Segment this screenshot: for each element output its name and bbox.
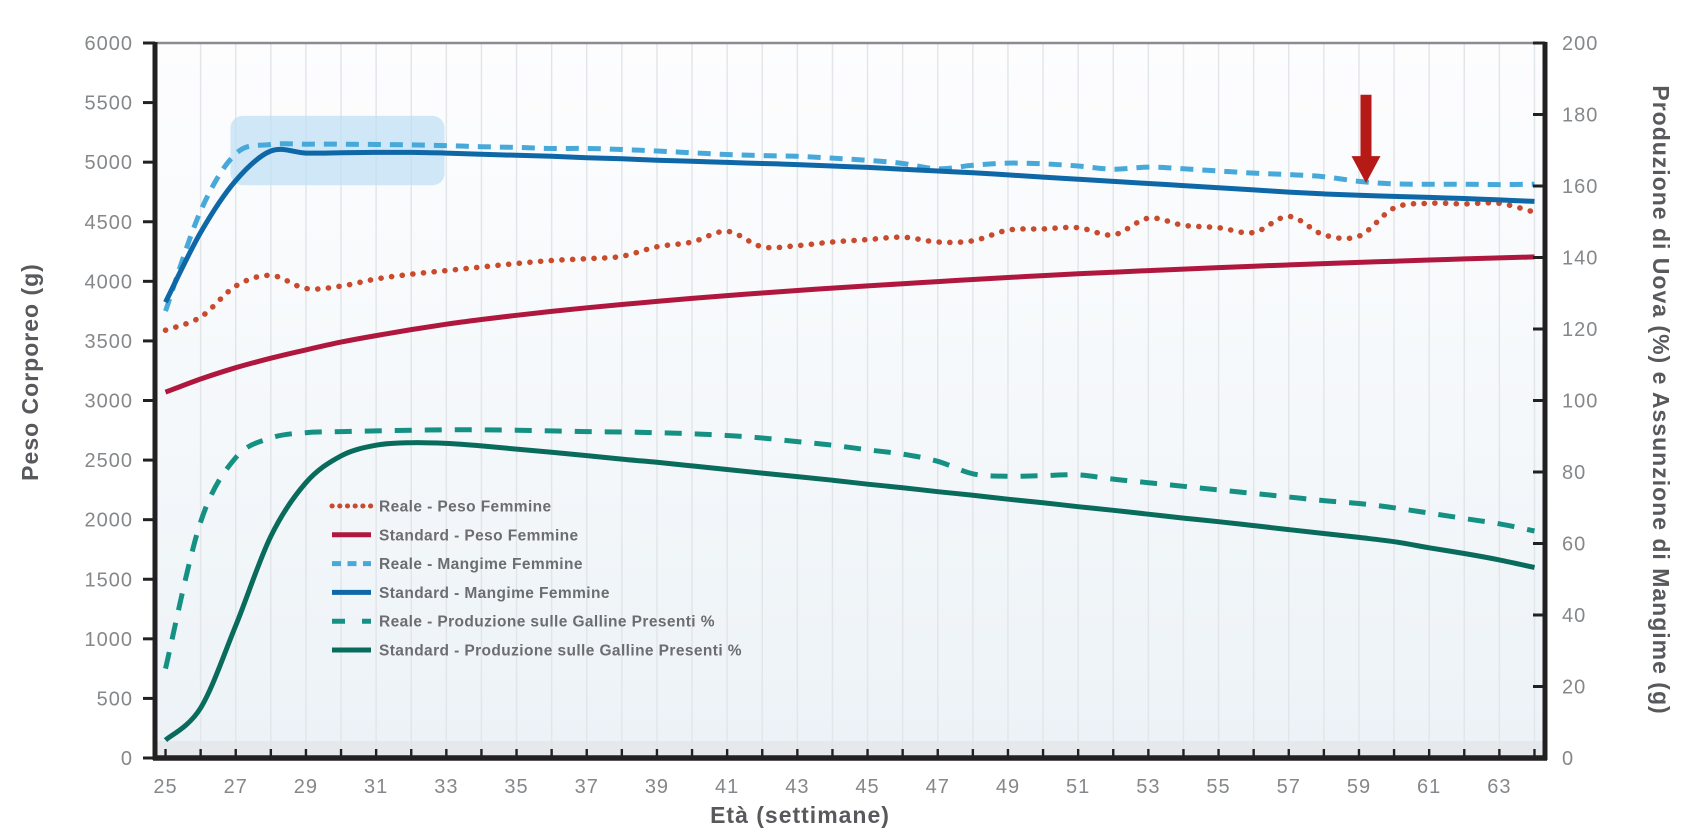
legend-label: Standard - Produzione sulle Galline Pres… <box>379 643 742 660</box>
left-axis-ticks <box>143 41 155 760</box>
left-label-5500: 5500 <box>85 93 134 115</box>
x-label-47: 47 <box>926 776 950 798</box>
legend-item-reale-produzione-sulle-galline-presenti: Reale - Produzione sulle Galline Present… <box>332 614 715 631</box>
left-axis-title: Peso Corporeo (g) <box>17 263 43 481</box>
legend-label: Standard - Mangime Femmine <box>379 585 610 602</box>
plot-bottom-band <box>155 741 1545 758</box>
right-label-0: 0 <box>1562 748 1574 770</box>
right-label-200: 200 <box>1562 33 1598 55</box>
left-label-3500: 3500 <box>85 331 134 353</box>
x-axis-title: Età (settimane) <box>710 802 890 828</box>
right-label-160: 160 <box>1562 176 1598 198</box>
right-label-100: 100 <box>1562 391 1598 413</box>
right-axis-labels: 0 20 40 60 80 100 120 140 160 180 200 <box>1562 33 1598 770</box>
left-label-4000: 4000 <box>85 271 134 293</box>
series-line-reale-mangime-femmine <box>163 141 1535 312</box>
left-axis-labels: 0 500 1000 1500 2000 2500 3000 3500 4000 4500 5000… <box>85 33 134 770</box>
legend-item-standard-mangime-femmine: Standard - Mangime Femmine <box>332 585 610 602</box>
series-line-reale-peso-femmine <box>162 200 1538 333</box>
right-label-140: 140 <box>1562 248 1598 270</box>
x-label-29: 29 <box>294 776 318 798</box>
left-label-2500: 2500 <box>85 450 134 472</box>
x-label-49: 49 <box>996 776 1020 798</box>
legend-item-reale-peso-femmine: Reale - Peso Femmine <box>329 499 552 516</box>
x-label-55: 55 <box>1206 776 1230 798</box>
left-label-6000: 6000 <box>85 33 134 55</box>
right-axis-title: Produzione di Uova (%) e Assunzione di M… <box>1648 85 1674 714</box>
x-label-33: 33 <box>434 776 458 798</box>
left-label-2000: 2000 <box>85 510 134 532</box>
x-label-37: 37 <box>575 776 599 798</box>
x-label-45: 45 <box>855 776 879 798</box>
x-label-61: 61 <box>1417 776 1441 798</box>
legend-item-standard-produzione-sulle-galline-presenti: Standard - Produzione sulle Galline Pres… <box>332 643 742 660</box>
legend-label: Standard - Peso Femmine <box>379 527 579 544</box>
series-line-standard-mangime-femmine <box>163 146 1535 304</box>
x-label-57: 57 <box>1277 776 1301 798</box>
down-arrow-annotation <box>1351 94 1381 184</box>
right-label-20: 20 <box>1562 677 1586 699</box>
legend: Reale - Peso Femmine Standard - Peso Femm… <box>329 499 742 660</box>
series-line-standard-produzione-sulle-galline-presenti <box>163 440 1536 743</box>
left-label-500: 500 <box>97 688 133 710</box>
legend-item-reale-mangime-femmine: Reale - Mangime Femmine <box>332 556 583 573</box>
legend-label: Reale - Produzione sulle Galline Present… <box>379 614 715 631</box>
x-label-31: 31 <box>364 776 388 798</box>
x-label-59: 59 <box>1347 776 1371 798</box>
x-label-51: 51 <box>1066 776 1090 798</box>
series-line-standard-peso-femmine <box>164 254 1535 395</box>
legend-label: Reale - Peso Femmine <box>379 499 552 516</box>
x-label-27: 27 <box>224 776 248 798</box>
left-label-4500: 4500 <box>85 212 134 234</box>
left-label-5000: 5000 <box>85 152 134 174</box>
x-label-35: 35 <box>504 776 528 798</box>
x-label-41: 41 <box>715 776 739 798</box>
x-label-43: 43 <box>785 776 809 798</box>
x-label-53: 53 <box>1136 776 1160 798</box>
x-label-39: 39 <box>645 776 669 798</box>
x-axis-labels: 25 27 29 31 33 35 37 39 41 43 45 47 49 51 53 55 57 59 61 63 <box>153 776 1511 798</box>
x-label-25: 25 <box>153 776 177 798</box>
right-label-120: 120 <box>1562 319 1598 341</box>
series-line-reale-produzione-sulle-galline-presenti <box>163 427 1535 670</box>
legend-label: Reale - Mangime Femmine <box>379 556 583 573</box>
left-label-1000: 1000 <box>85 629 134 651</box>
x-axis-ticks <box>164 749 1536 758</box>
x-label-63: 63 <box>1487 776 1511 798</box>
right-label-60: 60 <box>1562 534 1586 556</box>
right-label-80: 80 <box>1562 462 1586 484</box>
left-label-1500: 1500 <box>85 569 134 591</box>
legend-item-standard-peso-femmine: Standard - Peso Femmine <box>332 527 579 544</box>
left-label-0: 0 <box>121 748 133 770</box>
right-axis-ticks <box>1533 41 1545 760</box>
right-label-40: 40 <box>1562 605 1586 627</box>
left-label-3000: 3000 <box>85 391 134 413</box>
right-label-180: 180 <box>1562 105 1598 127</box>
